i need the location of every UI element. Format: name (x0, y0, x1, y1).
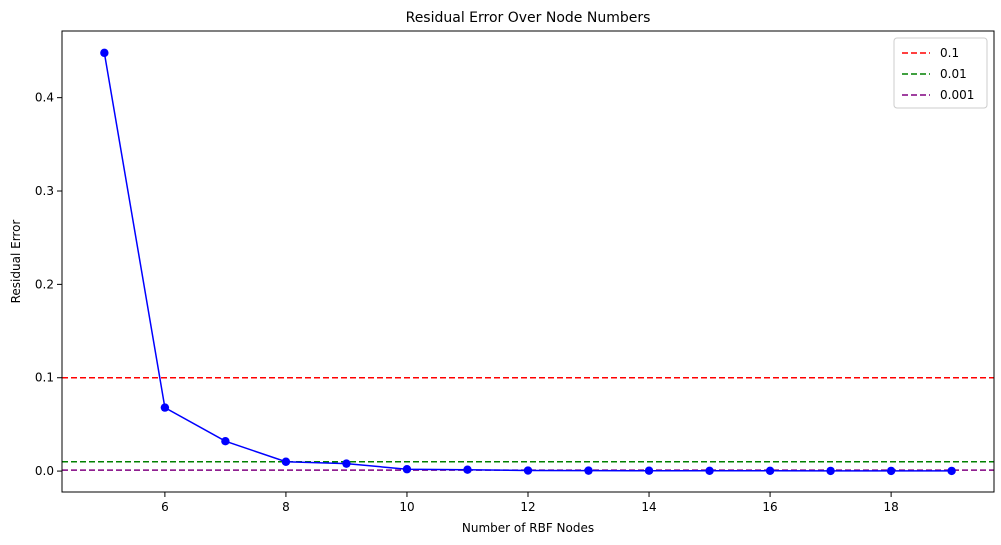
plot-frame (61, 30, 995, 493)
x-axis-ticks: 6 8 10 12 14 16 18 (161, 492, 899, 514)
data-point (523, 466, 533, 475)
data-point (402, 465, 412, 474)
y-tick-label: 0.4 (35, 91, 54, 105)
x-tick-label: 8 (282, 500, 290, 514)
x-tick-label: 18 (883, 500, 898, 514)
legend: 0.1 0.01 0.001 (893, 37, 988, 109)
chart-title: Residual Error Over Node Numbers (406, 10, 651, 26)
x-tick-label: 10 (399, 500, 414, 514)
data-point (886, 466, 896, 476)
legend-label: 0.001 (940, 88, 974, 102)
x-tick-label: 14 (641, 500, 656, 514)
data-point (221, 437, 230, 446)
data-point (705, 466, 714, 476)
data-point (584, 466, 593, 475)
data-series (100, 48, 956, 476)
data-point (100, 48, 109, 58)
x-axis-label: Number of RBF Nodes (462, 521, 594, 535)
y-tick-label: 0.3 (35, 184, 54, 198)
data-point (644, 466, 654, 475)
data-point (160, 403, 170, 412)
data-point (765, 466, 775, 476)
data-point (281, 457, 291, 466)
legend-label: 0.1 (940, 46, 959, 60)
x-tick-label: 6 (161, 500, 169, 514)
y-tick-label: 0.0 (35, 464, 54, 478)
legend-box (893, 37, 988, 109)
data-point (826, 466, 835, 476)
x-tick-label: 12 (520, 500, 535, 514)
x-tick-label: 16 (762, 500, 777, 514)
data-point (947, 466, 956, 476)
reference-lines (62, 376, 994, 471)
y-tick-label: 0.2 (35, 277, 54, 291)
legend-label: 0.01 (940, 67, 967, 81)
y-axis-label: Residual Error (9, 220, 23, 304)
data-point (463, 465, 472, 474)
y-tick-label: 0.1 (35, 371, 54, 385)
data-point (342, 459, 351, 468)
y-axis-ticks: 0.0 0.1 0.2 0.3 0.4 (35, 91, 62, 478)
series-line (103, 52, 952, 472)
